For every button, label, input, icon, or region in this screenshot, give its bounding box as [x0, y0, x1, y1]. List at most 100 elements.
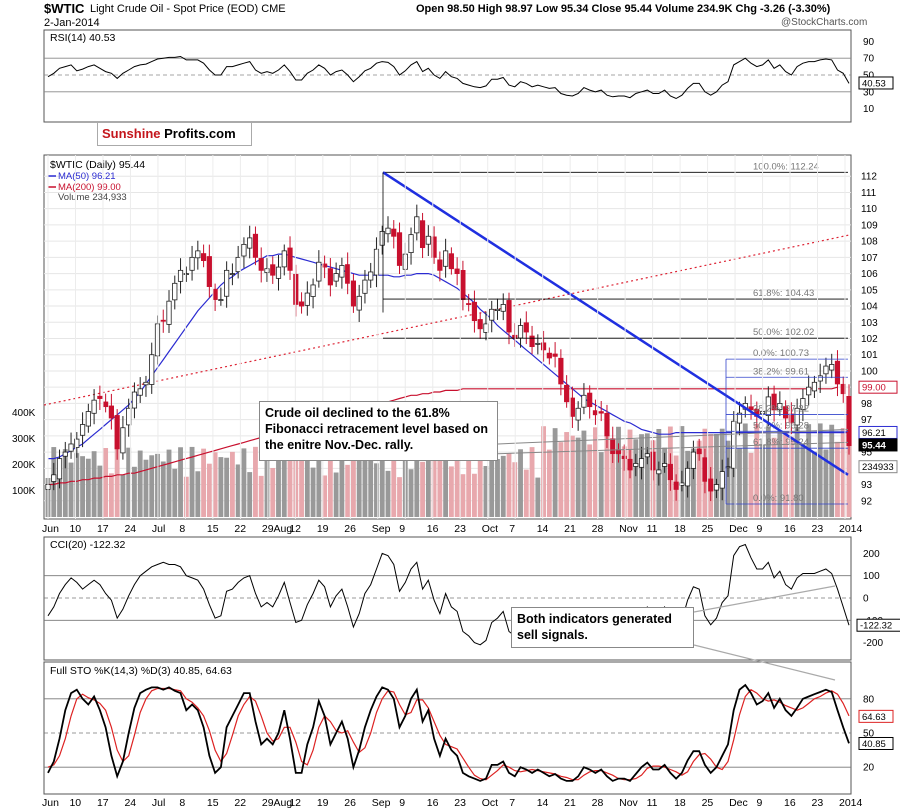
volume-bar	[206, 463, 212, 517]
candle-body	[310, 284, 316, 297]
volume-bar	[593, 427, 598, 517]
candle-body	[431, 236, 437, 258]
candle-body	[85, 411, 91, 427]
chart-date: 2-Jan-2014	[44, 17, 100, 29]
sto-panel-frame	[43, 661, 852, 795]
x-axis-label-top: 2014	[839, 523, 863, 535]
price-tick-label: 108	[861, 237, 878, 248]
volume-bar	[333, 472, 339, 517]
cci-value-label: -122.32	[860, 621, 892, 632]
candle-body	[569, 397, 575, 417]
candle-body	[224, 269, 230, 297]
candle-body	[56, 458, 63, 480]
candle-body	[241, 243, 247, 257]
volume-bar	[569, 435, 575, 517]
volume-bar	[114, 446, 120, 517]
volume-bar	[829, 424, 835, 517]
volume-bar	[748, 452, 754, 517]
candle-body	[379, 230, 385, 246]
x-axis-label-bottom: 18	[674, 797, 686, 809]
candle-body	[621, 455, 627, 459]
volume-bar	[616, 426, 621, 517]
x-axis-label-top: Nov	[619, 523, 638, 535]
volume-tick-label: 100K	[12, 486, 36, 497]
volume-bar	[817, 423, 823, 517]
candle-body	[713, 484, 720, 491]
volume-bar	[477, 447, 483, 517]
x-axis-label-bottom: Jul	[152, 797, 165, 809]
volume-bar	[178, 447, 183, 517]
price-tag-box	[858, 438, 898, 452]
candle-body	[633, 463, 639, 467]
volume-bar	[85, 458, 91, 517]
volume-bar	[327, 446, 333, 517]
candle-body	[466, 303, 472, 305]
candle-body	[575, 407, 581, 421]
candle-body	[736, 412, 743, 424]
x-axis-label-top: Jun	[42, 523, 59, 535]
volume-bar	[587, 444, 593, 517]
volume-bar	[322, 475, 328, 517]
x-axis-label-bottom: 17	[97, 797, 109, 809]
volume-bar	[541, 426, 547, 517]
volume-bar	[316, 447, 322, 517]
volume-bar	[57, 470, 62, 517]
volume-bar	[564, 432, 570, 517]
fib-level-label: 38.2%: 99.61	[753, 366, 809, 377]
sto-d-box	[858, 709, 894, 723]
volume-bar	[794, 426, 800, 517]
x-axis-label-bottom: 8	[179, 797, 185, 809]
volume-bar	[690, 448, 696, 517]
candle-body	[811, 381, 818, 392]
candle-body	[120, 427, 126, 454]
candle-body	[131, 391, 138, 409]
volume-bar	[74, 453, 80, 517]
price-tick-label: 110	[861, 204, 877, 215]
candle-body	[673, 481, 679, 490]
exchange-label: CME	[261, 3, 286, 15]
x-axis-label-top: 8	[179, 523, 185, 535]
volume-bar	[454, 447, 460, 517]
candle-body	[356, 295, 362, 311]
candle-body	[777, 403, 783, 411]
volume-bar	[241, 448, 247, 517]
volume-bar	[229, 451, 235, 517]
candle-body	[160, 319, 166, 322]
price-tag-label: 95.44	[862, 440, 886, 451]
price-tag-box	[858, 380, 898, 394]
candle-body	[667, 463, 673, 481]
x-axis-label-bottom: 16	[784, 797, 796, 809]
ma50-line	[48, 253, 849, 460]
x-axis-label-top: 26	[344, 523, 356, 535]
candle-body	[201, 253, 207, 262]
x-axis-label-top: 10	[69, 523, 81, 535]
candle-body	[373, 248, 380, 276]
volume-bar	[212, 452, 218, 517]
sunshine-profits-logo: Sunshine Profits.com	[97, 122, 252, 146]
volume-bar	[443, 450, 449, 517]
candle-body	[172, 282, 178, 301]
candle-body	[62, 451, 68, 457]
volume-bar	[362, 456, 368, 517]
x-axis-label-top: 9	[399, 523, 405, 535]
candle-body	[806, 386, 812, 396]
volume-bar	[281, 460, 287, 517]
x-axis-label-top: 9	[757, 523, 763, 535]
volume-bar	[160, 461, 166, 517]
volume-bar	[247, 472, 253, 517]
volume-bar	[425, 453, 431, 517]
x-axis-label-top: 16	[784, 523, 796, 535]
volume-bar	[91, 451, 97, 517]
candle-body	[523, 322, 529, 333]
x-axis-label-top: 18	[674, 523, 686, 535]
volume-bar	[529, 447, 535, 517]
sto-tick-label: 80	[863, 694, 875, 705]
price-tick-label: 98	[861, 399, 873, 410]
candle-body	[51, 474, 57, 482]
x-axis-label-bottom: 9	[757, 797, 763, 809]
volume-bar	[368, 452, 374, 517]
volume-tick-label: 200K	[12, 460, 36, 471]
volume-bar	[356, 458, 362, 517]
price-tag-label: 96.21	[862, 428, 886, 439]
